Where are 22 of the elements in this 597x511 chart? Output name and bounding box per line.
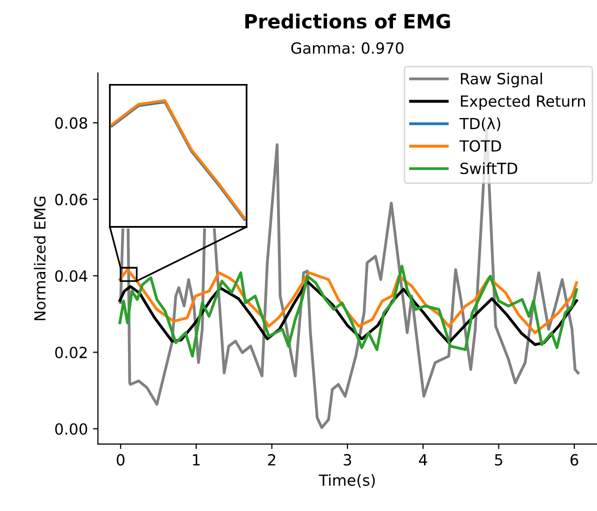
x-tick-label: 5	[495, 454, 502, 466]
y-tick-label: 0.04	[55, 270, 88, 282]
y-tick-label: 0.08	[55, 117, 88, 129]
y-tick-label: 0.06	[55, 194, 88, 206]
chart-subtitle: Gamma: 0.970	[291, 42, 404, 54]
line-series	[118, 264, 578, 358]
y-axis-title: Normalized EMG	[34, 196, 46, 320]
x-tick-label: 0	[116, 454, 124, 466]
legend-label: SwiftTD	[460, 162, 518, 174]
x-axis-title: Time(s)	[318, 474, 375, 488]
y-tick-label: 0.02	[55, 346, 87, 358]
x-tick-label: 3	[344, 454, 352, 466]
x-tick-label: 2	[268, 454, 276, 466]
legend-label: TD(λ)	[459, 117, 500, 132]
chart-title: Predictions of EMG	[245, 14, 450, 29]
x-tick-label: 6	[570, 454, 578, 466]
legend-label: Raw Signal	[460, 72, 542, 88]
legend-label: Expected Return	[460, 95, 586, 110]
legend-label: TOTD	[459, 140, 502, 152]
y-tick-label: 0.00	[55, 423, 88, 435]
x-tick-label: 1	[193, 454, 200, 466]
x-tick-label: 4	[418, 454, 428, 466]
